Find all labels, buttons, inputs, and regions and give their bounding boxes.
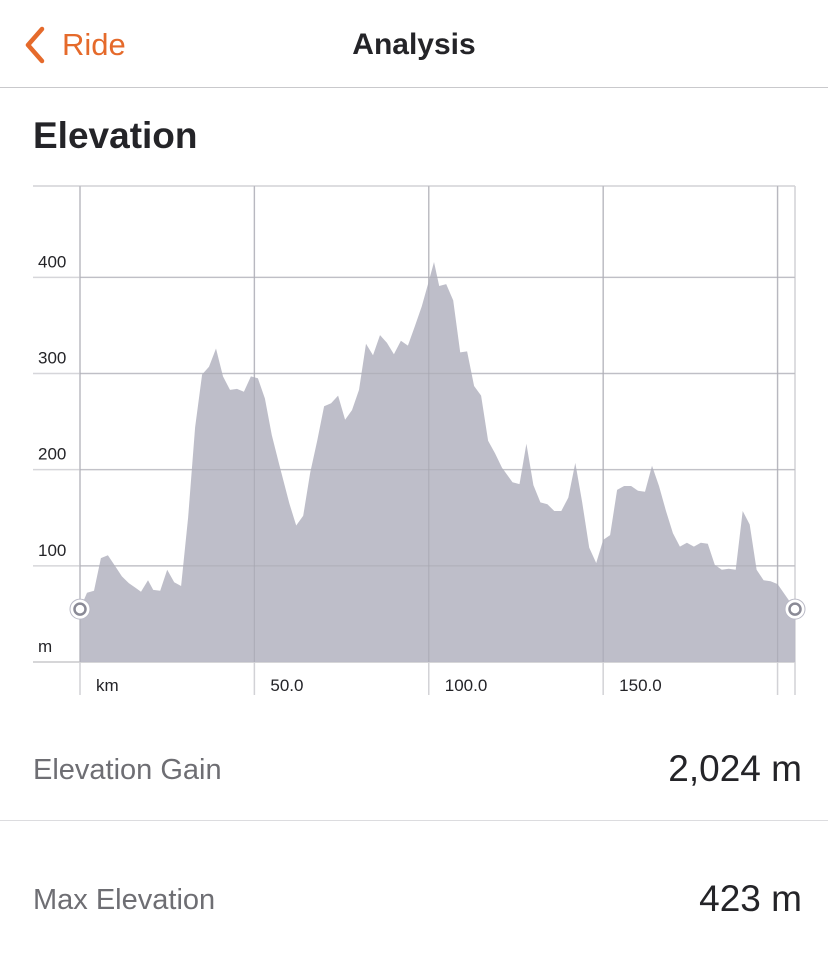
back-button[interactable]: Ride [22,22,126,68]
y-tick-label: 300 [38,349,66,368]
x-tick-label: km [96,676,119,695]
handle-ring [788,602,802,616]
chevron-left-icon [25,26,45,64]
section-title: Elevation [33,115,198,156]
handle-outer [784,598,806,620]
x-tick-label: 150.0 [619,676,662,695]
x-tick-label: 50.0 [270,676,303,695]
max-elevation-value: 423 m [699,878,802,919]
x-axis-labels: km 50.0 100.0 150.0 [96,676,662,695]
y-tick-label: m [38,637,52,656]
elevation-gain-label: Elevation Gain [33,754,222,786]
range-end-handle[interactable] [784,598,806,620]
max-elevation-label: Max Elevation [33,884,216,916]
elevation-area [80,262,795,662]
elevation-gain-value: 2,024 m [668,748,802,789]
grid-overlay [79,186,795,662]
range-markers [69,598,806,620]
handle-ring [73,602,87,616]
elevation-chart[interactable]: m 100 200 300 400 km 50.0 100.0 150.0 [0,170,828,700]
y-tick-label: 100 [38,541,66,560]
y-tick-label: 400 [38,252,66,271]
page-title: Analysis [352,28,476,61]
stat-row-elevation-gain: Elevation Gain 2,024 m [0,720,828,821]
y-axis-labels: m 100 200 300 400 [38,252,66,656]
stat-row-max-elevation: Max Elevation 423 m [0,850,828,950]
handle-outer [69,598,91,620]
x-tick-label: 100.0 [445,676,488,695]
range-start-handle[interactable] [69,598,91,620]
back-button-label: Ride [62,27,126,62]
y-tick-label: 200 [38,445,66,464]
navigation-bar: Ride Analysis [0,0,828,88]
